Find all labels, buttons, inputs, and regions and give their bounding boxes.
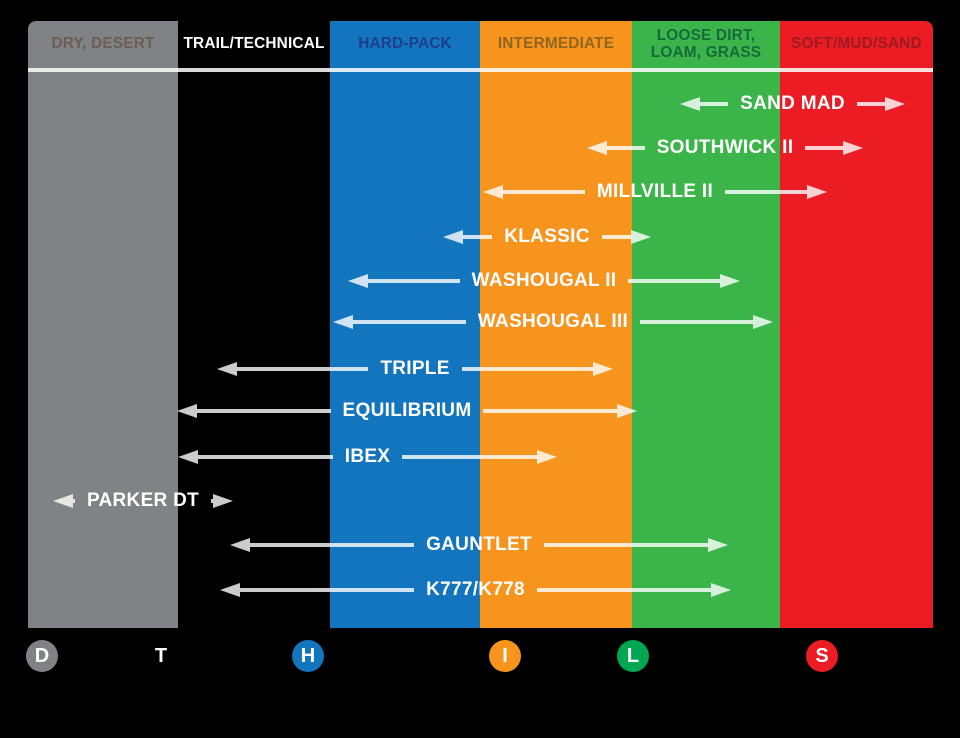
terrain-column-dry-desert: DRY, DESERT — [28, 21, 178, 628]
arrowhead-left-icon — [587, 141, 607, 155]
tire-name-label: EQUILIBRIUM — [342, 400, 472, 421]
tire-arrow-klassic: KLASSIC — [443, 224, 651, 250]
arrow-line-left — [250, 543, 415, 547]
tire-arrow-gauntlet: GAUNTLET — [230, 532, 728, 558]
tire-name-label: TRIPLE — [380, 358, 450, 379]
arrowhead-right-icon — [593, 362, 614, 376]
arrowhead-right-icon — [720, 274, 741, 288]
arrowhead-left-icon — [483, 185, 503, 199]
terrain-badge-t: T — [145, 640, 177, 672]
column-header-trail-technical: TRAIL/TECHNICAL — [183, 35, 325, 53]
arrow-line-right — [483, 409, 617, 413]
arrowhead-left-icon — [220, 583, 240, 597]
arrowhead-right-icon — [708, 538, 728, 552]
tire-name-label: KLASSIC — [504, 226, 590, 247]
arrow-line-right — [628, 279, 721, 283]
arrowhead-left-icon — [680, 97, 700, 111]
arrowhead-left-icon — [443, 230, 463, 244]
tire-arrow-parker-dt: PARKER DT — [53, 488, 234, 514]
arrow-line-left — [240, 588, 415, 592]
column-header-hard-pack: HARD-PACK — [358, 35, 452, 53]
arrow-line-right — [640, 320, 753, 324]
tire-arrow-sand-mad: SAND MAD — [680, 91, 906, 117]
arrow-line-left — [503, 190, 585, 194]
tire-arrow-equilibrium: EQUILIBRIUM — [177, 398, 637, 424]
tire-name-label: PARKER DT — [86, 490, 200, 511]
tire-arrow-ibex: IBEX — [178, 444, 558, 470]
arrowhead-right-icon — [537, 450, 558, 464]
arrow-line-right — [211, 499, 214, 503]
arrow-line-right — [543, 543, 708, 547]
arrow-line-right — [402, 455, 538, 459]
arrowhead-left-icon — [217, 362, 237, 376]
arrowhead-right-icon — [631, 230, 651, 244]
arrowhead-right-icon — [885, 97, 906, 111]
arrow-line-left — [198, 455, 333, 459]
terrain-column-trail-technical: TRAIL/TECHNICAL — [178, 21, 330, 628]
arrowhead-left-icon — [53, 494, 73, 508]
terrain-badge-s: S — [806, 640, 838, 672]
arrowhead-right-icon — [617, 404, 637, 418]
column-header-loose-dirt-loam-grass: LOOSE DIRT, LOAM, GRASS — [650, 26, 762, 61]
tire-arrow-millville-ii: MILLVILLE II — [483, 179, 827, 205]
tire-name-label: IBEX — [344, 446, 391, 467]
arrow-line-right — [856, 102, 886, 106]
arrowhead-left-icon — [178, 450, 198, 464]
arrow-line-left — [368, 279, 460, 283]
tire-arrow-washougal-ii: WASHOUGAL II — [348, 268, 741, 294]
arrowhead-left-icon — [348, 274, 368, 288]
tire-arrow-triple: TRIPLE — [217, 356, 614, 382]
arrow-line-right — [601, 235, 631, 239]
arrow-line-left — [197, 409, 331, 413]
arrowhead-right-icon — [843, 141, 863, 155]
arrow-line-left — [237, 367, 369, 371]
column-header-dry-desert: DRY, DESERT — [51, 35, 155, 53]
arrow-line-right — [805, 146, 843, 150]
terrain-column-soft-mud-sand: SOFT/MUD/SAND — [780, 21, 933, 628]
tire-name-label: WASHOUGAL II — [471, 270, 617, 291]
column-header-intermediate: INTERMEDIATE — [497, 35, 615, 53]
arrow-line-right — [461, 367, 594, 371]
tire-name-label: WASHOUGAL III — [477, 311, 629, 332]
terrain-column-intermediate: INTERMEDIATE — [480, 21, 632, 628]
arrowhead-right-icon — [753, 315, 773, 329]
terrain-column-hard-pack: HARD-PACK — [330, 21, 480, 628]
arrowhead-right-icon — [807, 185, 827, 199]
terrain-badge-i: I — [489, 640, 521, 672]
terrain-badge-h: H — [292, 640, 324, 672]
arrowhead-right-icon — [711, 583, 732, 597]
arrow-line-left — [73, 499, 75, 503]
tire-name-label: GAUNTLET — [426, 534, 532, 555]
tire-name-label: SOUTHWICK II — [656, 137, 794, 158]
arrowhead-right-icon — [213, 494, 234, 508]
arrow-line-left — [353, 320, 466, 324]
tire-name-label: SAND MAD — [740, 93, 845, 114]
arrowhead-left-icon — [333, 315, 353, 329]
terrain-badge-l: L — [617, 640, 649, 672]
tire-arrow-southwick-ii: SOUTHWICK II — [587, 135, 863, 161]
column-header-soft-mud-sand: SOFT/MUD/SAND — [791, 35, 922, 53]
tire-arrow-k777-k778: K777/K778 — [220, 577, 732, 603]
arrow-line-left — [607, 146, 645, 150]
arrow-line-left — [700, 102, 729, 106]
arrow-line-right — [536, 588, 712, 592]
tire-name-label: K777/K778 — [426, 579, 525, 600]
arrowhead-left-icon — [177, 404, 197, 418]
terrain-badge-d: D — [26, 640, 58, 672]
tire-name-label: MILLVILLE II — [596, 181, 714, 202]
tire-arrow-washougal-iii: WASHOUGAL III — [333, 309, 773, 335]
arrow-line-left — [463, 235, 493, 239]
header-separator-line — [28, 68, 933, 72]
arrowhead-left-icon — [230, 538, 250, 552]
arrow-line-right — [725, 190, 807, 194]
